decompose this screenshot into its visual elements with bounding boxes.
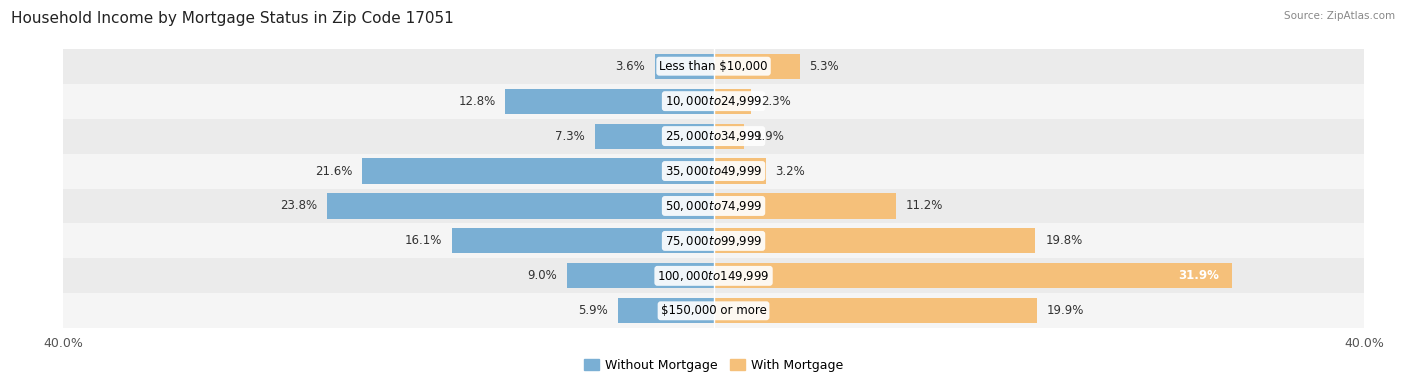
Bar [617,298,713,323]
Text: Source: ZipAtlas.com: Source: ZipAtlas.com [1284,11,1395,21]
Bar [63,153,1364,188]
Bar [713,54,800,79]
Text: 19.9%: 19.9% [1047,304,1084,317]
Text: 2.3%: 2.3% [761,95,790,108]
Bar [63,119,1364,153]
Bar [713,193,896,219]
Bar [451,228,713,253]
Text: 1.9%: 1.9% [754,130,785,143]
Text: $10,000 to $24,999: $10,000 to $24,999 [665,94,762,108]
Bar [713,158,765,184]
Bar [713,263,1232,288]
Text: $35,000 to $49,999: $35,000 to $49,999 [665,164,762,178]
Text: 3.2%: 3.2% [775,164,806,178]
Legend: Without Mortgage, With Mortgage: Without Mortgage, With Mortgage [579,354,848,377]
Text: $50,000 to $74,999: $50,000 to $74,999 [665,199,762,213]
Bar [63,293,1364,328]
Text: 21.6%: 21.6% [315,164,353,178]
Bar [713,124,744,149]
Text: 16.1%: 16.1% [405,234,441,247]
Bar [713,228,1035,253]
Text: $150,000 or more: $150,000 or more [661,304,766,317]
Bar [655,54,713,79]
Text: 12.8%: 12.8% [458,95,496,108]
Bar [595,124,713,149]
Bar [326,193,713,219]
Bar [567,263,713,288]
Bar [713,89,751,114]
Text: $75,000 to $99,999: $75,000 to $99,999 [665,234,762,248]
Text: 3.6%: 3.6% [616,60,645,73]
Bar [713,298,1038,323]
Bar [63,224,1364,258]
Text: 9.0%: 9.0% [527,269,557,282]
Text: Less than $10,000: Less than $10,000 [659,60,768,73]
Text: 23.8%: 23.8% [280,199,316,213]
Text: 5.3%: 5.3% [810,60,839,73]
Bar [63,258,1364,293]
Bar [63,84,1364,119]
Bar [363,158,713,184]
Text: 7.3%: 7.3% [555,130,585,143]
Text: 5.9%: 5.9% [578,304,607,317]
Bar [63,49,1364,84]
Text: 19.8%: 19.8% [1045,234,1083,247]
Text: $100,000 to $149,999: $100,000 to $149,999 [658,269,769,283]
Bar [63,188,1364,224]
Text: Household Income by Mortgage Status in Zip Code 17051: Household Income by Mortgage Status in Z… [11,11,454,26]
Text: $25,000 to $34,999: $25,000 to $34,999 [665,129,762,143]
Text: 11.2%: 11.2% [905,199,943,213]
Text: 31.9%: 31.9% [1178,269,1219,282]
Bar [506,89,713,114]
